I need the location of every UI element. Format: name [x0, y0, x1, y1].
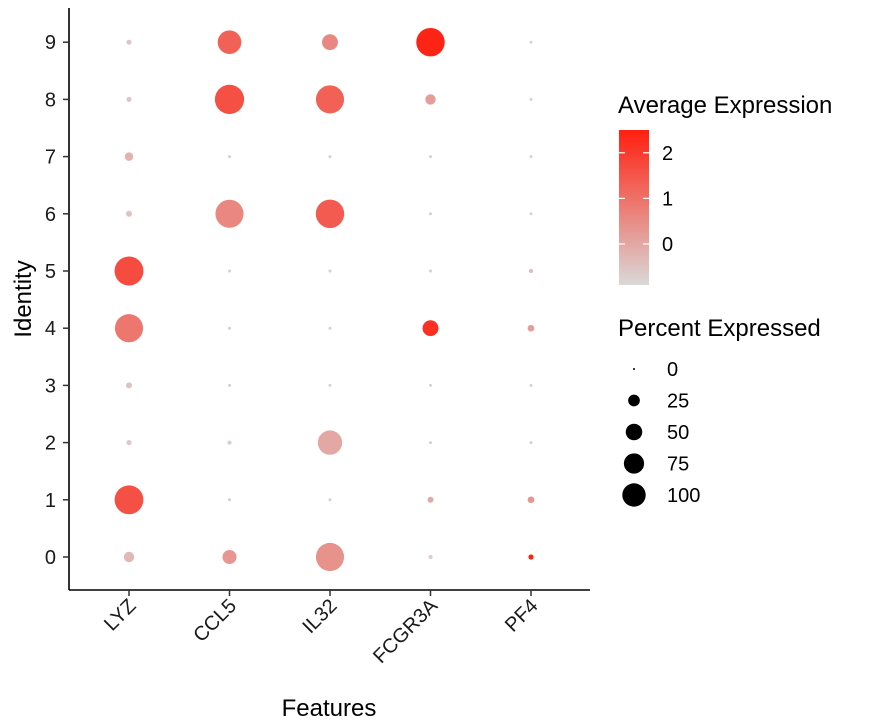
plot-area: [114, 27, 535, 572]
x-tick-label: CCL5: [189, 595, 241, 647]
dot-lyz-8: [126, 96, 132, 102]
dot-il32-6: [315, 199, 345, 229]
size-legend-label: 100: [667, 485, 700, 507]
x-tick-label: IL32: [298, 595, 341, 638]
size-legend-dot: [622, 483, 646, 507]
y-axis-title: Identity: [10, 260, 37, 337]
dot-lyz-2: [126, 440, 132, 446]
dot-fcgr3a-8: [425, 94, 436, 105]
y-tick-label: 9: [45, 32, 56, 54]
dot-il32-7: [328, 155, 332, 159]
color-legend-title: Average Expression: [618, 92, 832, 119]
dot-il32-0: [315, 542, 345, 572]
dot-fcgr3a-2: [429, 441, 432, 445]
dot-pf4-2: [529, 441, 533, 445]
size-legend-label: 75: [667, 454, 689, 476]
x-tick-label: FCGR3A: [369, 595, 442, 668]
dot-lyz-3: [126, 382, 132, 389]
y-tick-label: 6: [45, 204, 56, 226]
dot-fcgr3a-5: [429, 269, 432, 273]
size-legend: Percent Expressed 0 25 50 75 100: [618, 315, 821, 507]
y-tick-label: 8: [45, 89, 56, 111]
dot-pf4-1: [527, 496, 535, 504]
size-legend-title: Percent Expressed: [618, 315, 821, 342]
y-tick-label: 3: [45, 375, 56, 397]
x-axis-title: Features: [282, 695, 377, 722]
dot-ccl5-1: [228, 498, 231, 502]
dot-fcgr3a-6: [429, 212, 432, 216]
dot-pf4-3: [529, 383, 533, 387]
dot-pf4-0: [528, 554, 534, 560]
y-tick-label: 4: [45, 318, 56, 340]
y-tick-label: 5: [45, 261, 56, 283]
dot-fcgr3a-3: [429, 383, 432, 387]
dot-ccl5-4: [228, 326, 231, 330]
size-legend-label: 50: [667, 422, 689, 444]
size-legend-label: 25: [667, 391, 689, 413]
dot-fcgr3a-1: [427, 496, 434, 503]
dot-fcgr3a-9: [416, 27, 445, 57]
dot-pf4-8: [529, 97, 533, 101]
dot-lyz-6: [126, 210, 132, 217]
dot-pf4-9: [529, 40, 533, 44]
size-legend-label: 0: [667, 359, 678, 381]
size-legend-dot: [625, 423, 643, 441]
dot-lyz-5: [114, 256, 144, 286]
dot-il32-9: [322, 34, 338, 51]
x-tick-label: PF4: [501, 595, 542, 636]
dot-pf4-6: [529, 212, 533, 216]
color-bar: [619, 130, 649, 285]
dot-ccl5-6: [215, 199, 244, 228]
size-legend-dot: [623, 453, 645, 474]
dot-ccl5-5: [228, 269, 231, 273]
x-axis-ticks: LYZ CCL5 IL32 FCGR3A PF4: [100, 590, 543, 668]
dot-il32-4: [328, 326, 332, 330]
dot-pf4-5: [528, 268, 534, 274]
dot-lyz-1: [114, 485, 144, 515]
y-tick-label: 2: [45, 433, 56, 455]
y-tick-label: 7: [45, 147, 56, 169]
x-tick-label: LYZ: [100, 595, 140, 635]
color-bar-label: 2: [662, 143, 673, 165]
dot-ccl5-0: [222, 549, 237, 565]
color-bar-label: 1: [662, 188, 673, 210]
color-legend: Average Expression 0 1 2: [618, 92, 832, 285]
dot-il32-5: [328, 269, 332, 273]
y-axis-ticks: 0 1 2 3 4 5 6 7 8 9: [45, 32, 69, 569]
size-legend-dot: [628, 394, 640, 407]
dot-ccl5-8: [214, 84, 245, 115]
dot-ccl5-3: [228, 383, 231, 387]
y-tick-label: 0: [45, 547, 56, 569]
dot-il32-2: [317, 430, 343, 455]
dot-lyz-9: [126, 39, 132, 45]
dot-lyz-0: [123, 551, 135, 563]
dot-fcgr3a-7: [429, 155, 432, 159]
color-bar-label: 0: [662, 234, 673, 256]
dot-fcgr3a-0: [428, 554, 433, 560]
dot-fcgr3a-4: [422, 320, 439, 337]
dot-ccl5-7: [228, 155, 231, 159]
y-tick-label: 1: [45, 490, 56, 512]
dot-il32-1: [328, 498, 332, 502]
dot-ccl5-2: [227, 440, 232, 445]
size-legend-dot: [633, 368, 635, 370]
dot-pf4-7: [529, 155, 533, 159]
dot-lyz-4: [114, 314, 144, 343]
dot-pf4-4: [527, 324, 535, 332]
dot-il32-3: [328, 383, 332, 387]
dot-lyz-7: [124, 152, 134, 161]
dot-ccl5-9: [217, 30, 242, 55]
dot-il32-8: [315, 85, 345, 114]
